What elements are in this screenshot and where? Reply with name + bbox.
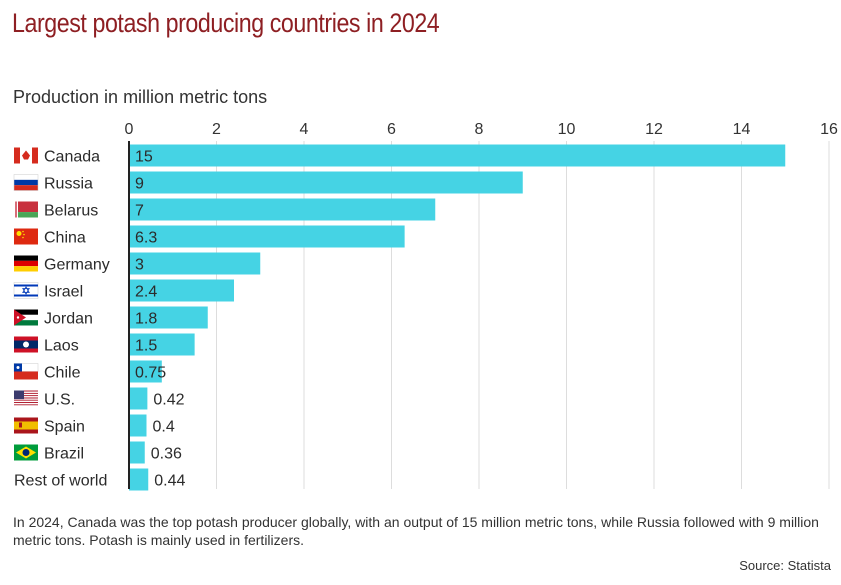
category-label: Germany bbox=[44, 257, 110, 274]
bar bbox=[129, 306, 208, 329]
footnote: In 2024, Canada was the top potash produ… bbox=[13, 514, 819, 548]
data-label: 15 bbox=[135, 149, 153, 166]
x-tick-label: 14 bbox=[733, 121, 751, 138]
data-label: 2.4 bbox=[135, 284, 157, 301]
category-label: Israel bbox=[44, 284, 83, 301]
category-label: Jordan bbox=[44, 311, 93, 328]
x-tick-label: 8 bbox=[475, 121, 484, 138]
bar bbox=[129, 252, 261, 275]
belarus-flag-icon bbox=[14, 201, 38, 218]
spain-flag-icon bbox=[14, 417, 38, 434]
data-label: 6.3 bbox=[135, 230, 157, 247]
laos-flag-icon bbox=[14, 336, 38, 353]
chart-title: Largest potash producing countries in 20… bbox=[12, 8, 440, 38]
jordan-flag-icon bbox=[14, 309, 38, 326]
x-tick-label: 10 bbox=[558, 121, 576, 138]
category-label: Russia bbox=[44, 176, 93, 193]
russia-flag-icon bbox=[13, 174, 39, 191]
israel-flag-icon bbox=[13, 282, 39, 299]
bar bbox=[129, 198, 436, 221]
bar bbox=[129, 333, 195, 356]
data-label: 1.8 bbox=[135, 311, 157, 328]
category-label: Laos bbox=[44, 338, 79, 355]
data-label: 9 bbox=[135, 176, 144, 193]
category-label: Canada bbox=[44, 149, 100, 166]
data-label: 1.5 bbox=[135, 338, 157, 355]
category-label: Belarus bbox=[44, 203, 98, 220]
china-flag-icon bbox=[14, 228, 38, 245]
bar bbox=[129, 468, 149, 491]
canada-flag-icon bbox=[14, 147, 38, 164]
us-flag-icon bbox=[14, 390, 38, 407]
category-label: Chile bbox=[44, 365, 81, 382]
bar bbox=[129, 414, 147, 437]
bar bbox=[129, 225, 405, 248]
bar-chart: 0 2 4 6 8 10 12 14 16 15 Canada 9 Russia 7 Belarus 6.3 C… bbox=[13, 121, 838, 491]
bar bbox=[129, 144, 786, 167]
data-label: 0.4 bbox=[153, 419, 175, 436]
x-tick-label: 6 bbox=[387, 121, 396, 138]
bar bbox=[129, 171, 523, 194]
data-label: 0.36 bbox=[151, 446, 182, 463]
data-label: 7 bbox=[135, 203, 144, 220]
bar bbox=[129, 387, 148, 410]
data-label: 0.42 bbox=[153, 392, 184, 409]
category-label: U.S. bbox=[44, 392, 75, 409]
x-tick-label: 4 bbox=[300, 121, 309, 138]
bar bbox=[129, 360, 162, 383]
category-label: China bbox=[44, 230, 86, 247]
brazil-flag-icon bbox=[14, 444, 38, 461]
x-tick-label: 16 bbox=[820, 121, 838, 138]
category-label: Rest of world bbox=[14, 473, 107, 490]
bar bbox=[129, 441, 145, 464]
x-tick-label: 0 bbox=[125, 121, 134, 138]
x-tick-label: 12 bbox=[645, 121, 663, 138]
data-label: 0.44 bbox=[154, 473, 185, 490]
chile-flag-icon bbox=[13, 363, 39, 380]
category-label: Brazil bbox=[44, 446, 84, 463]
category-label: Spain bbox=[44, 419, 85, 436]
axis-title: Production in million metric tons bbox=[13, 87, 268, 107]
bar bbox=[129, 279, 234, 302]
data-label: 3 bbox=[135, 257, 144, 274]
x-tick-label: 2 bbox=[212, 121, 221, 138]
data-label: 0.75 bbox=[135, 365, 166, 382]
source-label: Source: Statista bbox=[739, 558, 831, 573]
germany-flag-icon bbox=[14, 255, 38, 272]
